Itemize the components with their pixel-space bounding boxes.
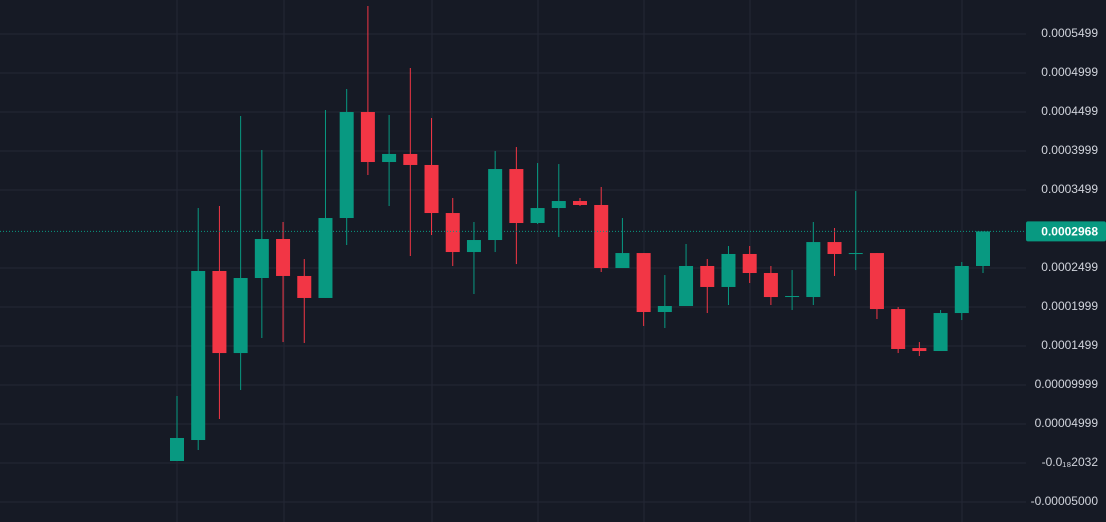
candle-body — [954, 265, 969, 314]
candle-body — [318, 218, 333, 298]
candle-body — [721, 253, 736, 287]
candle-body — [466, 240, 481, 253]
last-price-badge — [1026, 221, 1106, 242]
y-tick-label: 0.0003499 — [1041, 182, 1098, 196]
candle-body — [912, 348, 927, 352]
candles — [0, 6, 1026, 462]
y-tick-label: -0.0₁₈2032 — [1042, 455, 1099, 469]
candle-body — [424, 164, 439, 214]
y-tick-label: 0.0005499 — [1041, 26, 1098, 40]
candle-body — [848, 253, 863, 255]
candle-body — [827, 242, 842, 254]
candle-body — [806, 242, 821, 298]
candle-body — [700, 265, 715, 287]
candle-body — [636, 253, 651, 313]
price-axis: 0.0005499 0.0004999 0.0004499 0.0003999 0.00… — [1026, 26, 1106, 508]
candle-body — [488, 169, 503, 241]
candle-body — [360, 112, 375, 163]
candle-body — [742, 253, 757, 274]
candle-body — [869, 253, 884, 310]
candle-body — [509, 169, 524, 224]
y-tick-label: -0.00005000 — [1031, 494, 1099, 508]
candle-body — [551, 201, 566, 209]
candle-body — [297, 275, 312, 298]
candle-body — [891, 309, 906, 349]
candle-body — [530, 208, 545, 224]
last-price-label: 0.0002968 — [1041, 225, 1098, 239]
y-tick-label: 0.0001499 — [1041, 338, 1098, 352]
candle-body — [976, 231, 990, 266]
y-tick-label: 0.00004999 — [1035, 416, 1099, 430]
y-tick-label: 0.0002499 — [1041, 260, 1098, 274]
candle-body — [679, 265, 694, 307]
candle-body — [763, 273, 778, 298]
candle-body — [339, 112, 354, 219]
candle-body — [233, 278, 248, 354]
candle-body — [657, 306, 672, 313]
candle-body — [170, 437, 184, 462]
y-tick-label: 0.0004999 — [1041, 65, 1098, 79]
candle-body — [933, 313, 948, 352]
y-tick-label: 0.0003999 — [1041, 143, 1098, 157]
candle-body — [445, 213, 460, 253]
y-tick-label: 0.0004499 — [1041, 104, 1098, 118]
candle-body — [254, 239, 269, 279]
candle-body — [573, 201, 587, 205]
y-tick-label: 0.0001999 — [1041, 299, 1098, 313]
candle-body — [276, 239, 291, 276]
candle-body — [403, 153, 418, 165]
candle-body — [191, 270, 206, 441]
candle-body — [785, 296, 800, 298]
candle-body — [615, 253, 630, 269]
candle-body — [212, 270, 227, 354]
candle-body — [382, 153, 397, 163]
candle-body — [594, 204, 609, 269]
y-tick-label: 0.00009999 — [1035, 377, 1099, 391]
